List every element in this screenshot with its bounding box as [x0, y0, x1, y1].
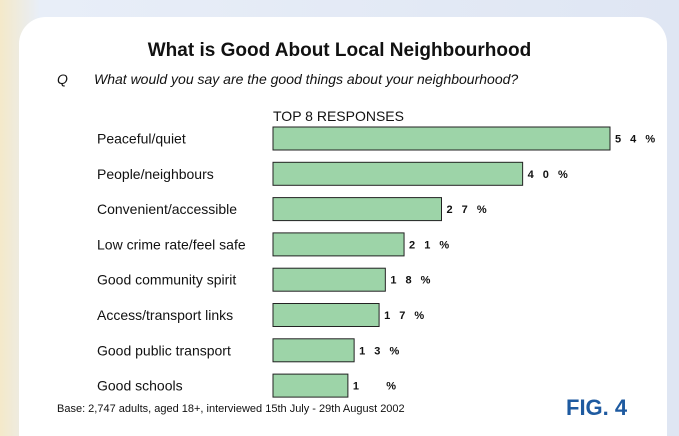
value-label: 5 4 %	[615, 134, 658, 146]
bar	[272, 126, 611, 151]
category-label: Access/transport links	[97, 307, 233, 323]
survey-question: What would you say are the good things a…	[94, 71, 519, 87]
category-label: Convenient/accessible	[97, 201, 237, 217]
value-label: 1 7 %	[384, 310, 427, 322]
bar	[272, 161, 524, 186]
value-label: 2 1 %	[409, 239, 452, 251]
value-label: 1 8 %	[390, 275, 433, 287]
bar	[272, 338, 355, 363]
category-label: Low crime rate/feel safe	[97, 236, 246, 252]
question-marker: Q	[57, 71, 68, 87]
category-label: Good public transport	[97, 342, 231, 358]
value-label: 1 %	[353, 381, 399, 393]
bar	[272, 373, 349, 398]
category-label: Good community spirit	[97, 272, 236, 288]
figure-label: FIG. 4	[566, 395, 628, 420]
base-footnote: Base: 2,747 adults, aged 18+, interviewe…	[57, 403, 405, 415]
value-label: 1 3 %	[359, 345, 402, 357]
bar	[272, 303, 380, 327]
value-label: 4 0 %	[528, 169, 571, 181]
bar	[272, 197, 442, 222]
value-label: 2 7 %	[447, 204, 490, 216]
chart-title: What is Good About Local Neighbourhood	[147, 40, 532, 61]
chart-card	[20, 18, 666, 436]
category-label: People/neighbours	[97, 166, 214, 182]
category-label: Good schools	[97, 378, 183, 394]
bar	[272, 267, 386, 292]
chart-subtitle: TOP 8 RESPONSES	[273, 108, 404, 124]
bar	[272, 232, 405, 257]
category-label: Peaceful/quiet	[97, 131, 186, 147]
